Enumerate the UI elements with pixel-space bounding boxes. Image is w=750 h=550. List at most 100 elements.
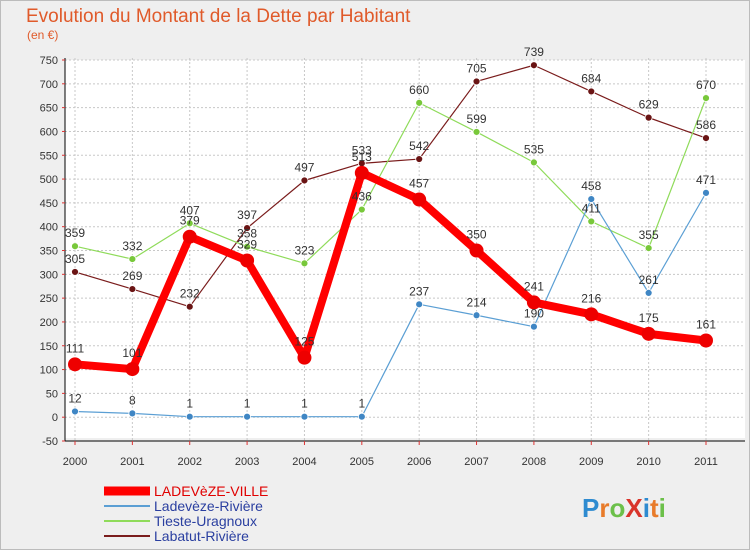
data-point	[297, 350, 312, 365]
data-label: 739	[524, 45, 544, 59]
data-label: 705	[467, 61, 487, 75]
data-label: 305	[65, 252, 85, 266]
data-point	[644, 244, 653, 253]
logo-letter: r	[599, 493, 609, 523]
data-label: 629	[639, 98, 659, 112]
data-point	[644, 113, 653, 122]
x-tick-label: 2001	[120, 456, 144, 468]
data-label: 237	[409, 284, 429, 298]
series-line-2	[74, 192, 707, 418]
data-label: 1	[244, 397, 251, 411]
series-line-0	[189, 64, 707, 308]
data-point	[415, 300, 424, 309]
series-line-3	[71, 168, 710, 374]
data-point	[185, 302, 194, 311]
data-point	[530, 322, 538, 331]
x-tick-label: 2004	[292, 456, 316, 468]
data-label: 436	[352, 190, 372, 204]
data-label: 261	[639, 273, 659, 287]
data-point	[354, 165, 369, 180]
y-tick-label: 50	[46, 388, 58, 400]
data-label: 12	[68, 391, 82, 405]
data-point	[702, 94, 710, 102]
data-point	[128, 255, 137, 263]
data-label: 216	[581, 291, 601, 305]
data-label: 111	[66, 341, 85, 355]
data-point	[128, 285, 137, 293]
logo-text: ProXiti	[582, 493, 666, 523]
data-point	[702, 134, 710, 143]
data-point	[702, 188, 710, 197]
data-point	[644, 288, 653, 297]
data-label: 232	[180, 287, 200, 301]
legend-label: LADEVèZE-VILLE	[154, 483, 268, 499]
logo-letter: o	[609, 493, 625, 523]
legend-label: Ladevèze-Rivière	[154, 498, 263, 514]
data-labels: 305 269 232 397 497 533 542 705 739 684 629 586 359 3…	[65, 45, 716, 410]
x-tick-label: 2011	[694, 456, 718, 468]
data-label: 535	[524, 142, 544, 156]
legend: LADEVèZE-VILLELadevèze-RivièreTieste-Ura…	[104, 483, 268, 544]
data-point	[300, 176, 309, 185]
x-tick-label: 2007	[464, 456, 488, 468]
data-point	[472, 311, 481, 320]
data-label: 397	[237, 208, 257, 222]
logo-letter: i	[659, 493, 666, 523]
y-tick-label: 550	[40, 150, 58, 162]
data-point	[587, 195, 596, 203]
series-lines	[68, 61, 713, 421]
data-label: 1	[301, 397, 308, 411]
chart-title: Evolution du Montant de la Dette par Hab…	[26, 6, 411, 27]
data-label: 513	[352, 150, 372, 164]
data-label: 497	[294, 160, 314, 174]
data-point	[587, 87, 596, 96]
data-label: 269	[122, 269, 142, 283]
data-label: 329	[237, 238, 257, 252]
legend-label: Labatut-Rivière	[154, 528, 249, 544]
data-label: 458	[581, 179, 601, 193]
data-point	[415, 155, 424, 163]
y-tick-label: 750	[40, 55, 58, 67]
data-point	[530, 61, 538, 70]
data-point	[641, 326, 656, 341]
data-point	[469, 243, 484, 258]
data-point	[587, 217, 596, 226]
x-tick-label: 2009	[579, 456, 603, 468]
data-label: 161	[696, 318, 716, 332]
data-point	[300, 412, 309, 421]
x-tick-label: 2003	[235, 456, 259, 468]
data-label: 1	[358, 397, 365, 411]
data-point	[243, 224, 251, 233]
x-tick-label: 2008	[522, 456, 546, 468]
logo-letter: i	[643, 493, 650, 523]
proxiti-logo: ProXiti	[582, 493, 666, 523]
legend-label: Tieste-Uragnoux	[154, 513, 257, 529]
data-label: 379	[180, 214, 200, 228]
data-point	[300, 259, 309, 268]
y-tick-label: 150	[40, 341, 58, 353]
data-point	[699, 333, 713, 348]
x-tick-label: 2006	[407, 456, 431, 468]
data-point	[357, 205, 366, 214]
data-label: 241	[524, 279, 544, 293]
data-point	[68, 357, 82, 372]
data-point	[415, 98, 424, 107]
data-label: 1	[186, 397, 193, 411]
data-label: 101	[122, 346, 142, 360]
data-point	[182, 229, 197, 244]
y-tick-label: 200	[40, 317, 58, 329]
y-tick-label: 500	[40, 174, 58, 186]
data-label: 471	[696, 173, 716, 187]
data-point	[71, 268, 79, 276]
data-label: 542	[409, 139, 429, 153]
data-label: 323	[294, 243, 314, 257]
x-tick-label: 2000	[63, 456, 87, 468]
plot-area	[65, 60, 745, 438]
data-label: 533	[352, 143, 372, 157]
data-label: 359	[65, 226, 85, 240]
data-label: 586	[696, 118, 716, 132]
y-tick-label: 300	[40, 269, 58, 281]
data-label: 358	[237, 227, 257, 241]
data-label: 599	[467, 112, 487, 126]
data-point	[357, 412, 366, 421]
